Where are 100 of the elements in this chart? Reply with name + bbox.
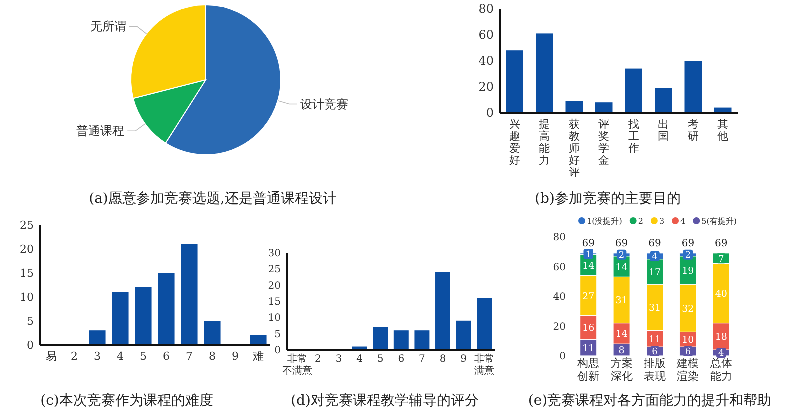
bar: [112, 292, 129, 345]
bar: [135, 287, 152, 345]
y-tick-label: 0: [27, 338, 34, 352]
x-tick-label: 评奖学金: [598, 118, 610, 167]
data-label: 17: [648, 267, 662, 278]
bar: [536, 34, 554, 113]
x-tick-label: 考研: [688, 118, 699, 143]
data-label: 4: [652, 252, 658, 263]
y-tick-label: 15: [20, 266, 34, 280]
bar: [89, 330, 106, 345]
data-label: 19: [682, 266, 694, 277]
bar: [654, 88, 672, 113]
data-label: 32: [682, 304, 694, 315]
bar: [181, 244, 198, 345]
y-tick-label: 5: [274, 329, 281, 340]
x-tick-label: 获教师好评: [568, 118, 580, 179]
y-tick-label: 20: [478, 80, 494, 94]
x-tick-label: 2: [315, 354, 322, 365]
x-tick-label: 8: [440, 354, 446, 365]
text: (c)本次竞赛作为课程的难度: [40, 393, 214, 409]
y-tick-label: 0: [486, 106, 494, 120]
x-tick-label: 5: [377, 354, 384, 365]
x-tick-label: 方案深化: [610, 357, 633, 383]
data-label: 10: [682, 335, 694, 346]
legend-label: 2: [638, 217, 644, 226]
y-tick-label: 40: [553, 292, 566, 303]
total-label: 69: [615, 238, 628, 250]
x-tick-label: 难: [253, 350, 264, 363]
y-tick-label: 5: [27, 314, 34, 328]
x-tick-label: 9: [460, 354, 467, 365]
total-label: 69: [582, 238, 595, 250]
slice-label: 设计竞赛: [300, 97, 349, 112]
x-tick-label: 找工作: [627, 118, 640, 155]
data-label: 11: [648, 334, 662, 346]
x-tick-label: 3: [94, 350, 101, 363]
legend-label: 3: [659, 217, 665, 226]
data-label: 18: [715, 332, 728, 344]
x-tick-label: 7: [186, 350, 193, 363]
y-tick-label: 20: [268, 280, 281, 292]
y-tick-label: 10: [268, 313, 281, 324]
x-tick-label: 2: [71, 350, 78, 363]
data-label: 27: [582, 291, 595, 302]
x-tick-label: 7: [419, 354, 426, 365]
x-tick-label: 9: [232, 350, 239, 363]
x-tick-label: 6: [163, 350, 170, 363]
bar: [684, 61, 702, 113]
bar: [394, 330, 409, 350]
x-tick-label: 兴趣爱好: [509, 118, 520, 167]
x-tick-label: 其他: [718, 118, 729, 143]
y-tick-label: 0: [560, 352, 566, 362]
data-label: 7: [718, 254, 725, 265]
y-tick-label: 25: [20, 218, 34, 232]
y-tick-label: 30: [268, 248, 281, 260]
x-tick-label: 3: [336, 354, 342, 365]
x-tick-label: 4: [356, 354, 363, 365]
x-tick-label: 出国: [658, 118, 670, 143]
y-tick-label: 20: [553, 322, 566, 333]
data-label: 14: [616, 262, 628, 274]
data-label: 31: [616, 296, 628, 307]
total-label: 69: [682, 238, 695, 250]
x-tick-label: 非常不满意: [282, 353, 312, 377]
bar: [414, 330, 430, 350]
y-tick-label: 80: [478, 2, 494, 16]
text: (b)参加竞赛的主要目的: [535, 191, 681, 207]
y-tick-label: 0: [274, 346, 281, 356]
x-tick-label: 总体能力: [709, 357, 732, 383]
data-label: 11: [582, 343, 595, 354]
slice-label: 无所谓: [90, 20, 126, 34]
x-tick-label: 构思创新: [576, 357, 600, 383]
slice-label: 普通课程: [76, 124, 125, 138]
x-tick-label: 提高能力: [539, 118, 550, 167]
y-tick-label: 10: [20, 290, 34, 304]
y-tick-label: 40: [478, 54, 494, 68]
bar: [456, 320, 472, 350]
y-tick-label: 20: [20, 242, 34, 256]
legend-label: 1(没提升): [587, 217, 622, 226]
bar: [373, 327, 388, 350]
total-label: 69: [715, 238, 728, 250]
bar: [436, 272, 450, 350]
legend-label: 4: [680, 217, 686, 226]
x-tick-label: 易: [46, 350, 57, 363]
bar: [566, 101, 583, 113]
x-tick-label: 4: [117, 350, 124, 363]
data-label: 16: [582, 323, 595, 334]
x-tick-label: 建模渲染: [676, 357, 700, 383]
text: (a)愿意参加竞赛选题,还是普通课程设计: [89, 190, 337, 207]
data-label: 40: [715, 289, 728, 300]
y-tick-label: 60: [553, 262, 566, 274]
bar: [158, 273, 175, 345]
x-tick-label: 5: [140, 350, 147, 363]
text: (d)对竞赛课程教学辅导的评分: [291, 393, 479, 409]
data-label: 14: [582, 260, 595, 272]
data-label: 1: [586, 250, 592, 260]
x-tick-label: 8: [209, 350, 216, 363]
x-tick-label: 非常满意: [474, 353, 495, 377]
x-tick-label: 6: [398, 354, 405, 365]
text: (e)竞赛课程对各方面能力的提升和帮助: [528, 393, 772, 409]
bar: [204, 321, 221, 345]
data-label: 31: [648, 303, 662, 314]
y-tick-label: 60: [478, 28, 494, 42]
